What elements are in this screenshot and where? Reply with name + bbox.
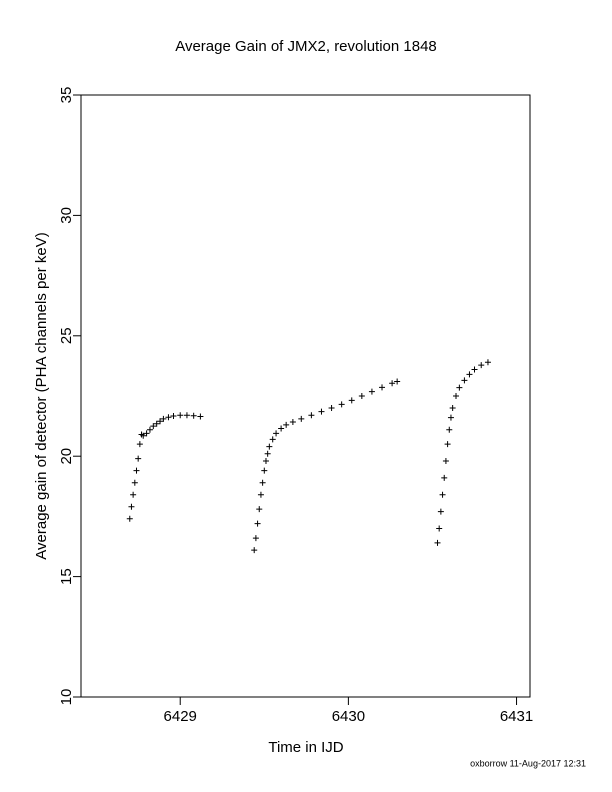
data-point <box>261 467 268 474</box>
y-tick-label: 20 <box>58 448 75 465</box>
y-tick-label: 25 <box>58 327 75 344</box>
data-point <box>318 408 325 415</box>
data-point <box>153 420 160 427</box>
data-point <box>328 405 335 412</box>
data-point <box>379 384 386 391</box>
data-point <box>170 412 177 419</box>
data-point <box>136 441 143 448</box>
data-point <box>348 397 355 404</box>
data-point <box>257 491 264 498</box>
y-axis-label: Average gain of detector (PHA channels p… <box>33 232 50 559</box>
data-point <box>126 515 133 522</box>
data-point <box>131 479 138 486</box>
data-point <box>358 393 365 399</box>
data-point <box>183 412 190 419</box>
y-tick-label: 35 <box>58 87 75 104</box>
data-point <box>259 479 266 486</box>
x-tick-label: 6431 <box>500 708 533 725</box>
data-point <box>190 412 197 419</box>
x-tick-label: 6429 <box>164 708 197 725</box>
x-tick-label: 6430 <box>332 708 365 725</box>
y-tick-label: 15 <box>58 568 75 585</box>
data-point <box>437 508 444 515</box>
data-point <box>308 412 315 419</box>
data-point <box>442 458 449 465</box>
data-point <box>441 474 448 481</box>
data-point <box>160 415 167 422</box>
data-point <box>471 366 478 373</box>
data-point <box>298 415 305 422</box>
data-point <box>251 547 258 554</box>
data-point <box>135 455 142 462</box>
data-point <box>130 491 137 498</box>
data-point <box>150 423 157 430</box>
data-point <box>128 503 135 510</box>
data-point <box>266 443 273 450</box>
data-point <box>289 419 296 426</box>
data-point <box>254 520 261 527</box>
data-point <box>165 414 172 421</box>
data-point <box>177 412 184 419</box>
plot-frame <box>80 94 531 698</box>
data-point <box>143 430 150 437</box>
data-point <box>278 425 285 432</box>
data-point <box>283 421 290 428</box>
footer: oxborrow 11-Aug-2017 12:31 <box>470 758 586 768</box>
data-point <box>264 450 271 457</box>
data-point <box>478 362 485 369</box>
data-point <box>338 401 345 408</box>
data-point <box>146 426 153 433</box>
data-point <box>157 418 164 425</box>
data-point <box>197 413 204 420</box>
data-point <box>394 378 401 385</box>
data-point <box>436 525 443 532</box>
data-point <box>434 539 441 546</box>
data-point <box>262 458 269 465</box>
data-point <box>453 393 460 399</box>
data-point <box>484 359 491 366</box>
data-point <box>252 535 259 542</box>
chart-title: Average Gain of JMX2, revolution 1848 <box>175 38 437 55</box>
data-point <box>389 380 396 387</box>
x-axis-label: Time in IJD <box>268 739 343 756</box>
data-point <box>449 405 456 412</box>
data-point <box>269 436 276 443</box>
data-point <box>133 467 140 474</box>
y-tick-label: 30 <box>58 207 75 224</box>
data-point <box>461 377 468 384</box>
y-tick-label: 10 <box>58 689 75 706</box>
data-point <box>447 414 454 421</box>
data-point <box>456 384 463 391</box>
data-point <box>439 491 446 498</box>
data-point <box>273 430 280 437</box>
data-point <box>466 371 473 378</box>
data-point <box>368 388 375 395</box>
data-point <box>256 506 263 513</box>
data-point <box>446 426 453 433</box>
data-point <box>444 441 451 448</box>
data-point <box>140 432 147 439</box>
